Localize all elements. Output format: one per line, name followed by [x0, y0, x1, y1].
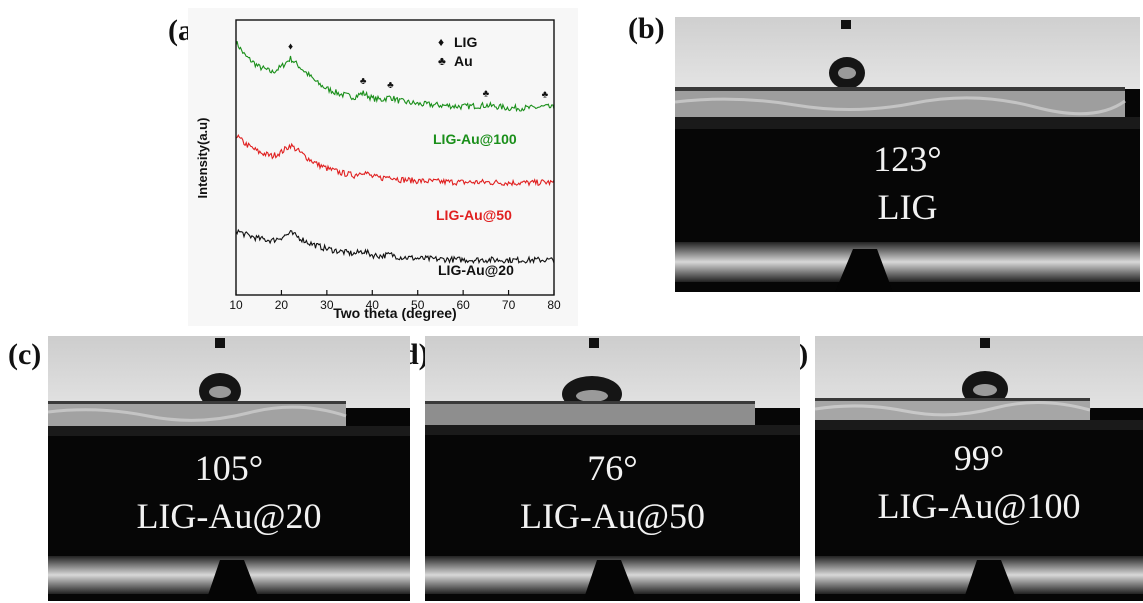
- contact-angle-photo-lig-au100: 99° LIG-Au@100: [815, 336, 1143, 601]
- contact-angle-photo-lig-au50: 76° LIG-Au@50: [425, 336, 800, 601]
- series-line-lig-au-20: [235, 228, 555, 265]
- droplet-scene: [48, 336, 410, 601]
- sample-name: LIG: [877, 187, 938, 227]
- contact-angle-photo-lig-au20: 105° LIG-Au@20: [48, 336, 410, 601]
- panel-label-b: (b): [628, 12, 665, 45]
- peak-marker: ♦: [288, 42, 293, 53]
- substrate: [425, 401, 755, 425]
- legend-label-lig: LIG: [454, 34, 477, 50]
- sample-name: LIG-Au@20: [136, 496, 322, 536]
- substrate: [48, 401, 346, 426]
- y-axis-label: Intensity(a.u): [195, 118, 210, 199]
- peak-marker: ♣: [542, 90, 549, 101]
- contact-angle-value: 123°: [873, 139, 942, 179]
- droplet-scene: [675, 17, 1140, 292]
- support-post: [583, 560, 637, 601]
- x-tick-label: 80: [547, 298, 561, 312]
- x-tick-label: 20: [275, 298, 289, 312]
- plot-frame: [235, 19, 555, 296]
- needle-tip-icon: [841, 20, 851, 29]
- legend-marker-lig: ♦: [438, 35, 444, 49]
- support-post: [963, 560, 1017, 601]
- x-tick-label: 50: [411, 298, 425, 312]
- sample-name: LIG-Au@50: [519, 496, 706, 536]
- substrate: [675, 87, 1125, 119]
- needle-tip-icon: [980, 338, 990, 348]
- needle-tip-icon: [215, 338, 225, 348]
- peak-marker: ♣: [360, 76, 367, 87]
- xrd-chart: ♦ ♣ ♣ ♣ ♣ 10 20 30 40 50 60 70 80 Two theta (degree…: [188, 8, 578, 326]
- support-post: [206, 560, 260, 601]
- droplet-scene: [425, 336, 800, 601]
- x-axis-label: Two theta (degree): [333, 305, 456, 321]
- contact-angle-value: 99°: [953, 438, 1005, 478]
- peak-marker: ♣: [483, 88, 490, 99]
- contact-angle-value: 76°: [587, 448, 638, 488]
- x-tick-label: 30: [320, 298, 334, 312]
- droplet-scene: [815, 336, 1143, 601]
- x-tick-label: 40: [366, 298, 380, 312]
- panel-label-c: (c): [8, 338, 42, 371]
- series-label-au20: LIG-Au@20: [438, 262, 514, 278]
- sample-name: LIG-Au@100: [877, 486, 1081, 526]
- support-post: [835, 249, 893, 292]
- peak-marker: ♣: [387, 80, 394, 91]
- x-tick-label: 60: [456, 298, 470, 312]
- substrate: [815, 398, 1090, 420]
- x-tick-label: 70: [502, 298, 516, 312]
- needle-tip-icon: [589, 338, 599, 348]
- legend: ♦ LIG ♣ Au: [438, 34, 477, 69]
- x-tick-label: 10: [229, 298, 243, 312]
- legend-marker-au: ♣: [438, 54, 446, 68]
- contact-angle-value: 105°: [194, 448, 264, 488]
- contact-angle-photo-lig: 123° LIG: [675, 17, 1140, 292]
- series-label-au100: LIG-Au@100: [433, 131, 517, 147]
- series-line-lig-au-100: [235, 41, 555, 113]
- series-label-au50: LIG-Au@50: [436, 207, 512, 223]
- series-line-lig-au-50: [235, 134, 555, 187]
- legend-label-au: Au: [454, 53, 473, 69]
- chart-background: [188, 8, 578, 326]
